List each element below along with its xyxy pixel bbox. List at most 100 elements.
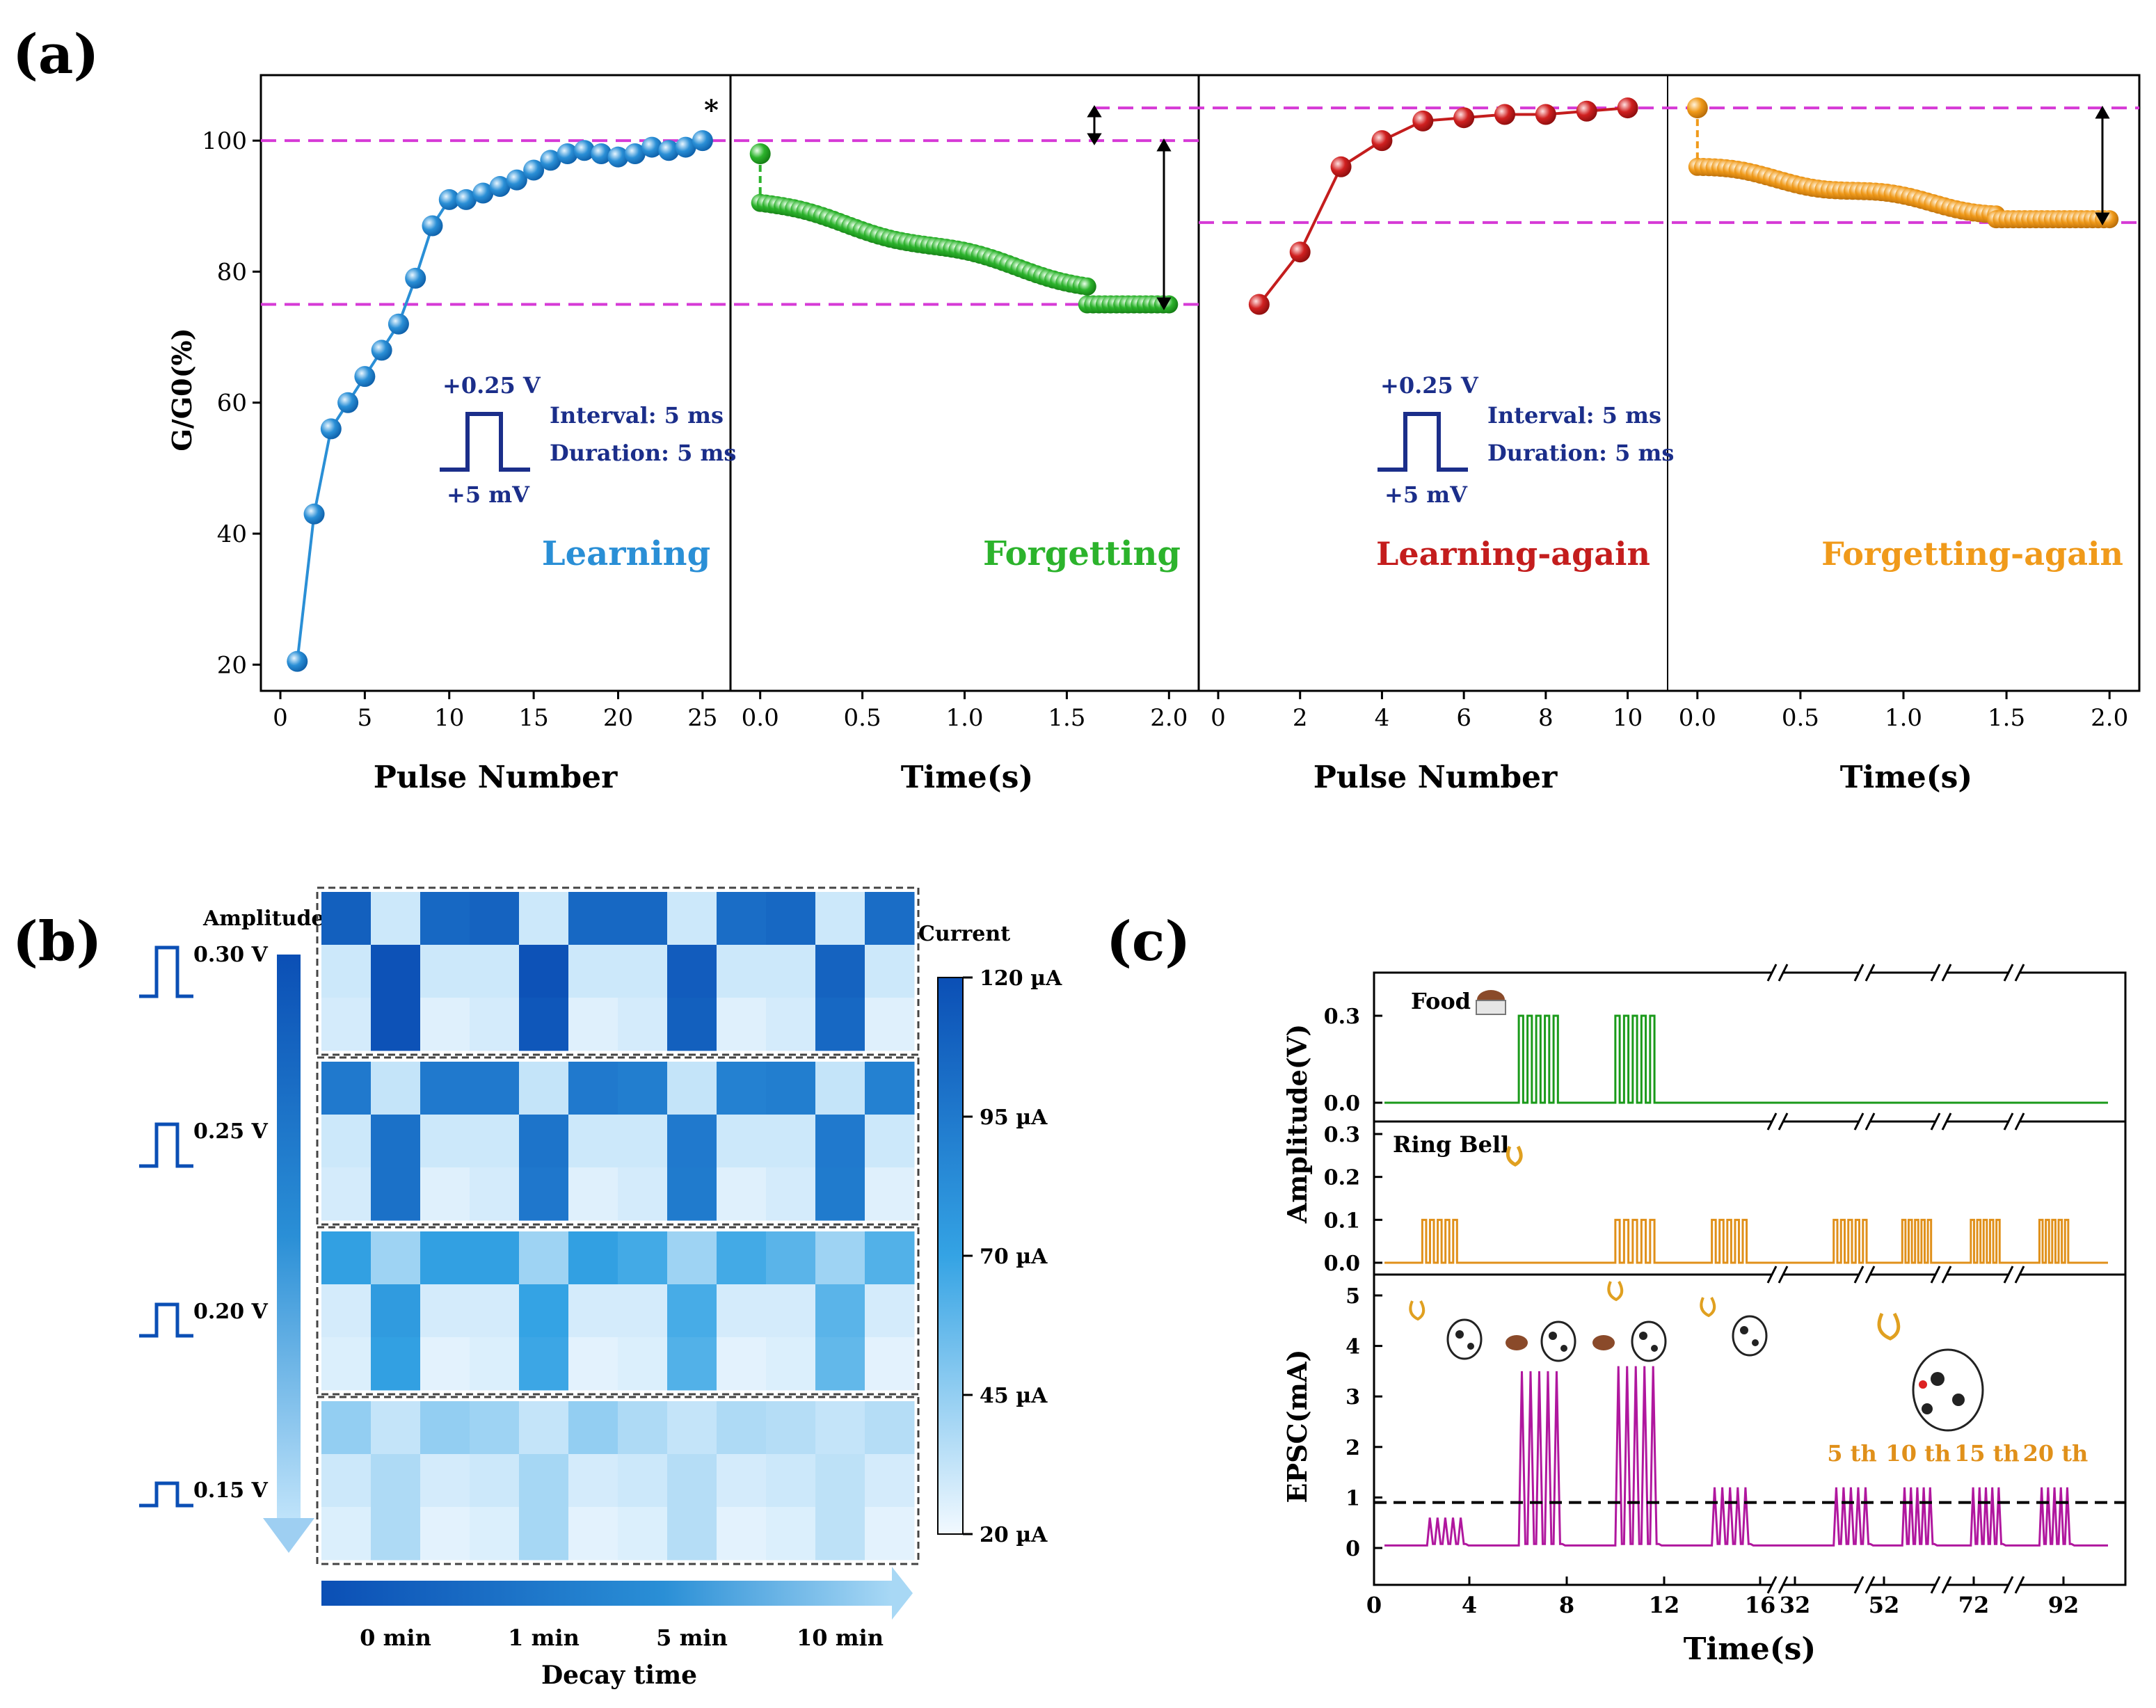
data-point [658,140,680,161]
data-point [540,150,561,171]
heatmap-cell [667,1507,717,1561]
heatmap-cell [815,998,865,1051]
axis-break-mark [1864,964,1876,982]
data-point [1453,107,1475,129]
axis-break-mark [1930,1112,1941,1131]
heatmap-cell [766,892,816,945]
bell-ytick-label: 0.3 [1324,1123,1360,1147]
bell-signal [1384,1218,2108,1264]
heatmap-cell [815,945,865,998]
heatmap-cell [568,1167,618,1221]
xlabel-forgetting: Time(s) [901,760,1033,795]
data-point [456,189,477,210]
heatmap-cell [865,1115,915,1168]
data-point [1248,294,1270,315]
heatmap-cell [667,1401,717,1455]
epsc-ytick-label: 2 [1345,1436,1360,1460]
data-point [489,176,511,198]
duration-label-1: Duration: 5 ms [550,440,736,466]
heatmap-cell [766,1231,816,1285]
axis-break-mark [2014,1576,2025,1594]
heatmap-cell [815,1115,865,1168]
bell-ytick-label: 0.2 [1324,1166,1360,1190]
pulse-inset-1: +0.25 V +5 mV Interval: 5 ms Duration: 5… [440,372,736,508]
axis-break-marks [1766,964,2025,1594]
a-xtick-label: 2 [1293,704,1308,732]
xlabel-learning-again: Pulse Number [1313,760,1558,795]
data-point [472,182,494,204]
amplitude-pulse-icon [139,1302,193,1338]
heatmap-cell [519,1401,569,1455]
heatmap-cell [865,1231,915,1285]
heatmap-cell [371,892,421,945]
axis-break-mark [1864,1266,1876,1284]
heatmap-cell [321,1115,372,1168]
data-point [591,143,612,164]
heatmap-cell [667,1454,717,1508]
colorbar-tick-label: 20 µA [980,1523,1048,1547]
c-xtick-label: 16 [1745,1592,1776,1618]
amplitude-title: Amplitude [202,907,325,931]
heatmap-cell [815,1454,865,1508]
amplitude-label: 0.25 V [193,1119,269,1144]
c-xtick-label: 52 [1869,1592,1900,1618]
data-point [1535,104,1556,125]
heatmap-cell [568,1231,618,1285]
heatmap-cell [618,1454,668,1508]
heatmap-cell [717,1062,767,1115]
dog-bell-large-icon [1877,1312,1984,1432]
dog-bell-icon-1 [1409,1300,1483,1360]
axis-break-mark [1941,1576,1952,1594]
data-point [506,169,527,191]
data-point [557,143,578,164]
decay-time-label: 5 min [656,1625,728,1651]
heatmap-cell [470,1231,520,1285]
heatmap-cell [519,1115,569,1168]
heatmap-cell [519,1454,569,1508]
decay-axis-label: Decay time [541,1661,697,1690]
heatmap-block-border [316,1056,920,1226]
time-axis-label: Time(s) [1684,1631,1816,1667]
title-learning: Learning [542,534,710,573]
amplitude-pulse-icon [139,945,193,998]
axis-break-mark [1778,1112,1789,1131]
data-point [1289,241,1311,263]
heatmap-cell [717,1507,767,1561]
subplot-learning: 0 5 10 15 20 25 [273,130,717,732]
food-bowl-icon [1476,990,1506,1015]
heatmap-cell [371,1167,421,1221]
axis-break-mark [1864,1112,1876,1131]
a-xtick-label: 10 [434,704,464,732]
heatmap-cell [420,998,470,1051]
heatmap-cell [470,1167,520,1221]
heatmap-cell [470,1454,520,1508]
a-y-axis-label: G/G0(%) [166,328,198,451]
subplot-learning-again: 0 2 4 6 8 10 [1211,97,1643,732]
a-xtick-label: 10 [1613,704,1643,732]
trial-labels: 5 th 10 th 15 th 20 th [1827,1440,2088,1467]
axis-break-mark [1778,1266,1789,1284]
heatmap-cell [568,1454,618,1508]
title-learning-again: Learning-again [1376,535,1650,573]
trial-label: 20 th [2023,1440,2089,1467]
axis-break-mark [1766,1112,1778,1131]
asterisk: * [704,94,719,127]
data-point [303,503,325,525]
heatmap-cell [766,1337,816,1391]
heatmap-cell [321,945,372,998]
heatmap-cell [766,1167,816,1221]
arrow-forgetting-large [1156,138,1172,311]
data-point [320,418,342,440]
amplitude-axis-label: Amplitude(V) [1281,1024,1313,1224]
data-point [692,130,713,152]
a-ytick-label: 20 [217,651,247,679]
trial-label: 15 th [1954,1440,2020,1467]
axis-break-mark [1778,964,1789,982]
heatmap-cell [766,1284,816,1338]
axis-break-mark [1853,1266,1864,1284]
axis-break-mark [1853,1576,1864,1594]
interval-label-2: Interval: 5 ms [1487,402,1661,429]
square-pulse-icon-2 [1378,412,1468,472]
